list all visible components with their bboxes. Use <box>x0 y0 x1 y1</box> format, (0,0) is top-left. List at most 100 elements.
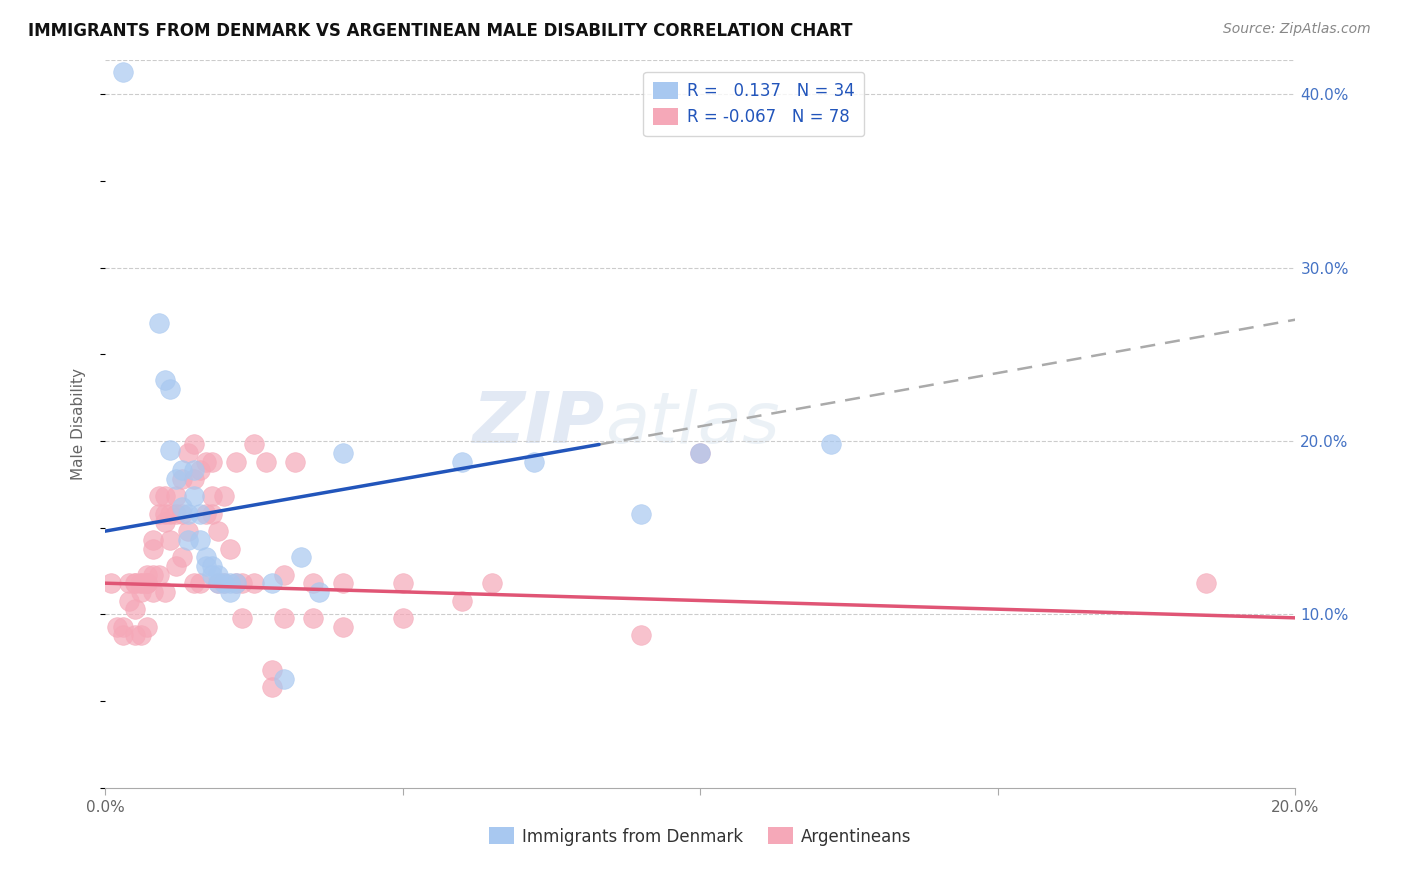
Point <box>148 490 170 504</box>
Point <box>212 490 235 504</box>
Point <box>254 455 277 469</box>
Point <box>111 619 134 633</box>
Text: ZIP: ZIP <box>472 389 605 458</box>
Point <box>332 446 354 460</box>
Point <box>124 628 146 642</box>
Point <box>207 567 229 582</box>
Point <box>159 533 181 547</box>
Point <box>111 64 134 78</box>
Point <box>391 611 413 625</box>
Point <box>159 442 181 457</box>
Point <box>159 382 181 396</box>
Point <box>165 490 187 504</box>
Point <box>172 463 194 477</box>
Point <box>142 533 165 547</box>
Point <box>172 550 194 565</box>
Point <box>183 437 205 451</box>
Point <box>195 558 218 573</box>
Point <box>201 567 224 582</box>
Point <box>188 507 211 521</box>
Point <box>689 446 711 460</box>
Point <box>201 490 224 504</box>
Point <box>689 446 711 460</box>
Point <box>135 576 157 591</box>
Point <box>201 558 224 573</box>
Point <box>142 567 165 582</box>
Point <box>172 507 194 521</box>
Point <box>135 576 157 591</box>
Text: atlas: atlas <box>605 389 779 458</box>
Point <box>177 446 200 460</box>
Point <box>188 533 211 547</box>
Point <box>100 576 122 591</box>
Point <box>135 619 157 633</box>
Point <box>135 567 157 582</box>
Point <box>183 490 205 504</box>
Point <box>219 541 242 556</box>
Point <box>195 507 218 521</box>
Point <box>225 576 247 591</box>
Point <box>820 437 842 451</box>
Point <box>284 455 307 469</box>
Point <box>172 500 194 514</box>
Point <box>129 576 152 591</box>
Point <box>630 507 652 521</box>
Point <box>302 611 325 625</box>
Point <box>148 507 170 521</box>
Point <box>183 472 205 486</box>
Text: IMMIGRANTS FROM DENMARK VS ARGENTINEAN MALE DISABILITY CORRELATION CHART: IMMIGRANTS FROM DENMARK VS ARGENTINEAN M… <box>28 22 852 40</box>
Point <box>243 437 266 451</box>
Point <box>391 576 413 591</box>
Point <box>219 576 242 591</box>
Point <box>260 663 283 677</box>
Point <box>195 455 218 469</box>
Point <box>231 576 253 591</box>
Point <box>124 576 146 591</box>
Point <box>165 507 187 521</box>
Point <box>159 507 181 521</box>
Point <box>129 628 152 642</box>
Point <box>177 507 200 521</box>
Point <box>118 576 141 591</box>
Point <box>522 455 544 469</box>
Point <box>273 567 295 582</box>
Point <box>188 576 211 591</box>
Point <box>142 585 165 599</box>
Legend: R =   0.137   N = 34, R = -0.067   N = 78: R = 0.137 N = 34, R = -0.067 N = 78 <box>644 71 865 136</box>
Point <box>183 576 205 591</box>
Point <box>260 576 283 591</box>
Point <box>124 602 146 616</box>
Point <box>142 541 165 556</box>
Point <box>212 576 235 591</box>
Point <box>177 524 200 538</box>
Point <box>105 619 128 633</box>
Point <box>225 455 247 469</box>
Point <box>481 576 503 591</box>
Point <box>129 585 152 599</box>
Point <box>172 472 194 486</box>
Point <box>207 524 229 538</box>
Point <box>225 576 247 591</box>
Point <box>302 576 325 591</box>
Point <box>129 576 152 591</box>
Point <box>212 576 235 591</box>
Point <box>451 455 474 469</box>
Point <box>207 576 229 591</box>
Point <box>260 680 283 694</box>
Point <box>332 576 354 591</box>
Point <box>118 593 141 607</box>
Point <box>308 585 330 599</box>
Point <box>201 455 224 469</box>
Point <box>153 490 176 504</box>
Point <box>135 576 157 591</box>
Point <box>165 472 187 486</box>
Point <box>290 550 312 565</box>
Y-axis label: Male Disability: Male Disability <box>72 368 86 480</box>
Point <box>153 507 176 521</box>
Point <box>273 611 295 625</box>
Text: Source: ZipAtlas.com: Source: ZipAtlas.com <box>1223 22 1371 37</box>
Point <box>630 628 652 642</box>
Point <box>273 672 295 686</box>
Point <box>148 567 170 582</box>
Point <box>201 507 224 521</box>
